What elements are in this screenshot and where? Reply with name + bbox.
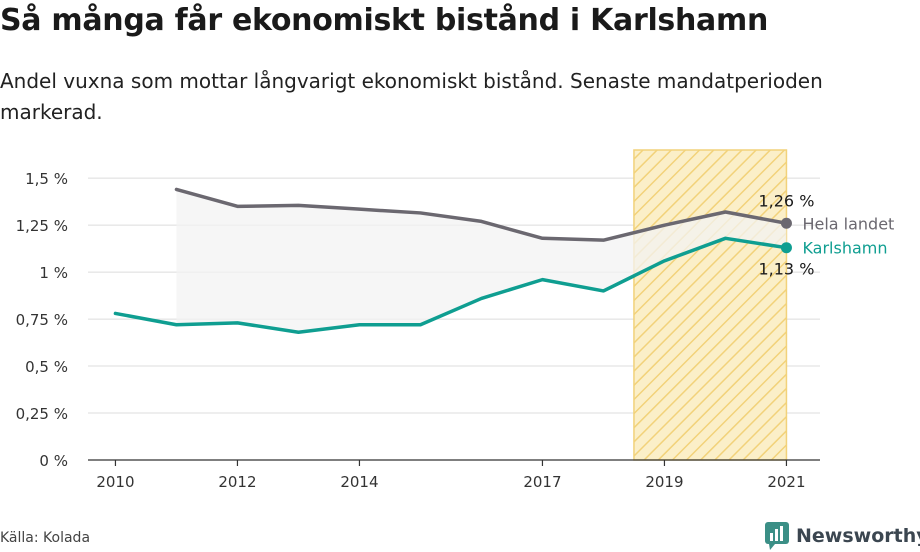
y-tick-label: 1,5 % bbox=[25, 170, 68, 188]
x-tick-label: 2019 bbox=[645, 473, 683, 491]
chart-title: Så många får ekonomiskt bistånd i Karlsh… bbox=[0, 3, 769, 38]
series-endpoint-national bbox=[780, 217, 792, 229]
y-tick-label: 0,25 % bbox=[16, 405, 68, 423]
newsworthy-logo: Newsworthy bbox=[764, 520, 920, 552]
series bbox=[113, 187, 792, 334]
series-line-local bbox=[113, 236, 789, 334]
x-tick-label: 2012 bbox=[218, 473, 256, 491]
gap-fill bbox=[176, 189, 787, 333]
series-endpoint-local bbox=[780, 242, 792, 254]
newsworthy-icon bbox=[765, 522, 789, 550]
source-note: Källa: Kolada bbox=[0, 530, 91, 546]
gap-area bbox=[176, 189, 787, 333]
series-name-national: Hela landet bbox=[802, 214, 894, 233]
y-tick-label: 1 % bbox=[39, 264, 68, 282]
x-tick-label: 2021 bbox=[767, 473, 805, 491]
series-line-national bbox=[174, 187, 789, 242]
axes: 0 % 0,25 % 0,5 % 0,75 % 1 % 1,25 % 1,5 % 2010 20… bbox=[16, 170, 820, 491]
y-tick-label: 0 % bbox=[39, 452, 68, 470]
y-tick-label: 0,5 % bbox=[25, 358, 68, 376]
y-tick-label: 0,75 % bbox=[16, 311, 68, 329]
chart-subtitle: Andel vuxna som mottar långvarigt ekonom… bbox=[0, 69, 823, 124]
x-tick-label: 2014 bbox=[340, 473, 378, 491]
highlight-rect bbox=[633, 149, 788, 461]
brand-name: Newsworthy bbox=[796, 525, 920, 547]
highlight-period bbox=[633, 149, 788, 461]
x-tick-label: 2017 bbox=[523, 473, 561, 491]
y-tick-label: 1,25 % bbox=[16, 217, 68, 235]
end-labels: Hela landet 1,26 % Karlshamn 1,13 % bbox=[758, 191, 894, 278]
value-label-national: 1,26 % bbox=[758, 191, 814, 210]
x-tick-label: 2010 bbox=[96, 473, 134, 491]
series-name-local: Karlshamn bbox=[802, 239, 887, 258]
value-label-local: 1,13 % bbox=[758, 260, 814, 279]
